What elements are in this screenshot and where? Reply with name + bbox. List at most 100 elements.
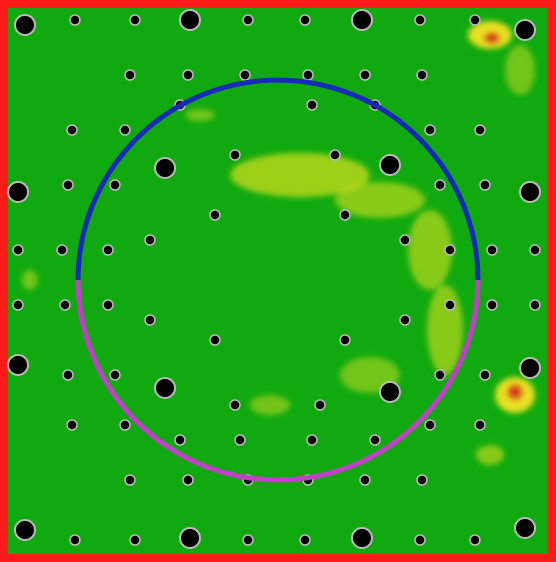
hotspot <box>476 445 504 465</box>
dot <box>229 149 241 161</box>
dot <box>351 9 373 31</box>
dot <box>12 299 24 311</box>
dot <box>469 14 481 26</box>
dot <box>469 534 481 546</box>
hotspot <box>250 395 290 415</box>
dot <box>242 14 254 26</box>
dot <box>314 399 326 411</box>
dot <box>399 314 411 326</box>
dot <box>514 517 536 539</box>
dot <box>514 19 536 41</box>
hotspot <box>484 32 500 44</box>
dot <box>242 534 254 546</box>
dot <box>299 14 311 26</box>
dot <box>519 181 541 203</box>
dot <box>306 434 318 446</box>
dot <box>434 179 446 191</box>
dot <box>7 354 29 376</box>
dot <box>399 234 411 246</box>
circle-upper <box>75 77 481 281</box>
dot <box>229 399 241 411</box>
dots <box>7 9 541 549</box>
dot <box>102 244 114 256</box>
dot <box>179 527 201 549</box>
dot <box>239 69 251 81</box>
dot <box>66 419 78 431</box>
hotspot <box>505 45 535 95</box>
hotspot <box>408 210 452 290</box>
dot <box>416 69 428 81</box>
dot <box>179 9 201 31</box>
dot <box>109 179 121 191</box>
circle-lower <box>75 279 481 483</box>
hotspots <box>22 21 535 465</box>
dot <box>62 179 74 191</box>
dot <box>474 419 486 431</box>
dot <box>529 299 541 311</box>
dot <box>69 14 81 26</box>
dot <box>329 149 341 161</box>
dot <box>154 157 176 179</box>
dot <box>66 124 78 136</box>
dot <box>414 14 426 26</box>
dot <box>14 519 36 541</box>
dot <box>69 534 81 546</box>
dot <box>102 299 114 311</box>
dot <box>119 419 131 431</box>
dot <box>444 299 456 311</box>
dot <box>416 474 428 486</box>
dot <box>124 474 136 486</box>
dot <box>129 14 141 26</box>
dot <box>424 419 436 431</box>
dot <box>486 244 498 256</box>
hotspot <box>427 285 463 375</box>
dot <box>7 181 29 203</box>
hotspot <box>230 153 370 197</box>
dot <box>339 334 351 346</box>
dot <box>359 474 371 486</box>
dot <box>12 244 24 256</box>
dot <box>302 69 314 81</box>
dot <box>109 369 121 381</box>
dot <box>144 234 156 246</box>
dot <box>474 124 486 136</box>
dot <box>379 154 401 176</box>
dot <box>444 244 456 256</box>
dot <box>479 179 491 191</box>
hotspot <box>335 182 425 218</box>
dot <box>119 124 131 136</box>
dot <box>434 369 446 381</box>
hotspot <box>507 384 523 400</box>
dot <box>299 534 311 546</box>
dot <box>56 244 68 256</box>
dot <box>306 99 318 111</box>
dot <box>359 69 371 81</box>
dot <box>369 434 381 446</box>
dot <box>479 369 491 381</box>
dot <box>124 69 136 81</box>
dot <box>182 474 194 486</box>
dot <box>519 357 541 379</box>
dot <box>424 124 436 136</box>
dot <box>209 334 221 346</box>
dot <box>174 434 186 446</box>
dot <box>339 209 351 221</box>
dot <box>234 434 246 446</box>
dot <box>14 14 36 36</box>
field <box>8 8 548 554</box>
dot <box>486 299 498 311</box>
dot <box>209 209 221 221</box>
dot <box>59 299 71 311</box>
dot <box>529 244 541 256</box>
dot <box>62 369 74 381</box>
dot <box>144 314 156 326</box>
hotspot <box>185 109 215 121</box>
dot <box>414 534 426 546</box>
dot <box>129 534 141 546</box>
dot <box>351 527 373 549</box>
dot <box>379 381 401 403</box>
dot <box>182 69 194 81</box>
dot <box>154 377 176 399</box>
